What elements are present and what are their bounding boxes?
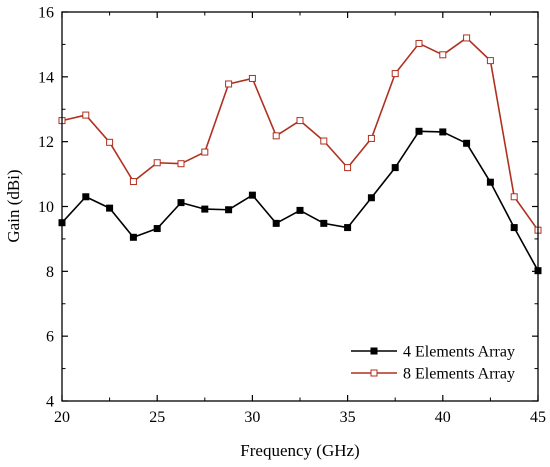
data-point xyxy=(320,137,328,145)
data-point xyxy=(320,219,328,227)
data-point xyxy=(486,178,494,186)
y-tick-label: 12 xyxy=(38,134,54,151)
data-point xyxy=(344,224,352,232)
y-tick-label: 4 xyxy=(46,394,54,411)
legend-label: 8 Elements Array xyxy=(403,366,515,383)
legend-marker xyxy=(370,369,378,377)
legend-marker xyxy=(370,347,378,355)
y-axis-label: Gain (dBi) xyxy=(4,169,23,242)
data-point xyxy=(391,70,399,78)
x-tick-label: 30 xyxy=(244,409,260,426)
x-tick-label: 25 xyxy=(149,409,165,426)
x-tick-label: 40 xyxy=(435,409,451,426)
data-point xyxy=(439,128,447,136)
data-point xyxy=(129,178,137,186)
data-point xyxy=(510,193,518,201)
y-tick-label: 10 xyxy=(38,199,54,216)
data-point xyxy=(177,199,185,207)
x-axis-label: Frequency (GHz) xyxy=(240,441,359,460)
y-tick-label: 14 xyxy=(38,69,54,86)
data-point xyxy=(106,138,114,146)
data-point xyxy=(367,194,375,202)
data-point xyxy=(367,134,375,142)
data-point xyxy=(153,225,161,233)
legend: 4 Elements Array 8 Elements Array xyxy=(351,344,515,383)
data-point xyxy=(129,233,137,241)
y-tick-label: 8 xyxy=(46,264,54,281)
data-point xyxy=(201,205,209,213)
data-point xyxy=(248,191,256,199)
data-point xyxy=(415,127,423,135)
series-line xyxy=(61,130,539,272)
data-point xyxy=(463,34,471,42)
data-point xyxy=(82,193,90,201)
data-point xyxy=(248,74,256,82)
data-point xyxy=(177,160,185,168)
data-point xyxy=(439,51,447,59)
x-tick-label: 20 xyxy=(54,409,70,426)
data-point xyxy=(486,57,494,65)
data-point xyxy=(296,117,304,125)
data-point xyxy=(272,219,280,227)
series-2 xyxy=(58,34,542,234)
legend-label: 4 Elements Array xyxy=(403,344,515,361)
data-point xyxy=(415,39,423,47)
x-tick-label: 35 xyxy=(340,409,356,426)
data-point xyxy=(201,148,209,156)
series-line xyxy=(61,37,539,231)
legend-item: 8 Elements Array xyxy=(351,366,515,383)
legend-item: 4 Elements Array xyxy=(351,344,515,361)
y-tick-label: 6 xyxy=(46,329,54,346)
data-point xyxy=(510,224,518,232)
data-point xyxy=(344,164,352,172)
data-point xyxy=(296,206,304,214)
series-1 xyxy=(58,127,542,275)
data-point xyxy=(391,164,399,172)
data-point xyxy=(463,139,471,147)
data-point xyxy=(272,132,280,140)
data-point xyxy=(106,204,114,212)
data-point xyxy=(225,80,233,88)
y-tick-label: 16 xyxy=(38,5,54,22)
data-point xyxy=(153,159,161,167)
x-tick-label: 45 xyxy=(530,409,546,426)
data-point xyxy=(225,206,233,214)
data-point xyxy=(82,111,90,119)
